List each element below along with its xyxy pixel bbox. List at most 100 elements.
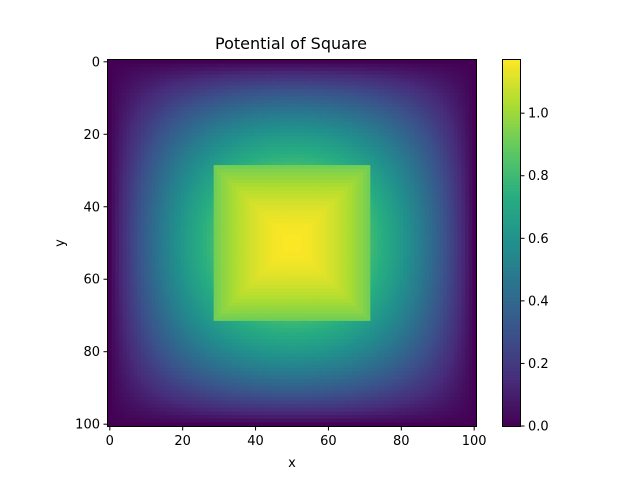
heatmap-cell: [264, 70, 269, 76]
heatmap-cell: [231, 208, 237, 213]
heatmap-cell: [137, 88, 142, 94]
heatmap-cell: [253, 60, 258, 65]
heatmap-cell: [348, 74, 353, 79]
heatmap-cell: [286, 96, 291, 101]
heatmap-cell: [118, 172, 124, 177]
heatmap-cell: [359, 215, 364, 221]
heatmap-cell: [421, 201, 426, 206]
heatmap-cell: [312, 103, 317, 108]
heatmap-cell: [129, 110, 135, 115]
heatmap-cell: [388, 190, 393, 195]
heatmap-cell: [472, 219, 477, 224]
heatmap-cell: [213, 63, 218, 68]
heatmap-cell: [220, 99, 226, 105]
heatmap-cell: [231, 67, 237, 72]
heatmap-cell: [312, 146, 317, 152]
heatmap-cell: [312, 186, 317, 192]
heatmap-cell: [151, 125, 156, 130]
heatmap-cell: [286, 226, 291, 231]
heatmap-cell: [417, 154, 422, 159]
heatmap-cell: [384, 139, 390, 144]
heatmap-cell: [428, 233, 433, 239]
heatmap-cell: [257, 201, 262, 206]
heatmap-cell: [199, 233, 204, 239]
heatmap-cell: [275, 67, 280, 72]
heatmap-cell: [166, 219, 171, 224]
heatmap-cell: [184, 74, 189, 79]
heatmap-cell: [457, 197, 463, 202]
heatmap-cell: [326, 215, 331, 221]
heatmap-cell: [115, 237, 120, 242]
heatmap-cell: [250, 63, 255, 68]
heatmap-cell: [169, 107, 175, 112]
heatmap-cell: [133, 233, 138, 239]
heatmap-cell: [224, 110, 229, 115]
heatmap-cell: [392, 208, 397, 213]
heatmap-cell: [177, 143, 182, 148]
heatmap-cell: [395, 172, 401, 177]
heatmap-cell: [432, 219, 437, 224]
heatmap-cell: [337, 179, 342, 184]
heatmap-cell: [122, 63, 127, 68]
heatmap-cell: [392, 107, 397, 112]
heatmap-cell: [293, 96, 299, 101]
heatmap-cell: [403, 183, 408, 188]
heatmap-cell: [184, 157, 189, 163]
heatmap-cell: [359, 136, 364, 141]
heatmap-cell: [293, 85, 299, 90]
heatmap-cell: [231, 219, 237, 224]
heatmap-cell: [446, 165, 452, 170]
heatmap-cell: [359, 219, 364, 224]
heatmap-cell: [337, 215, 342, 221]
heatmap-cell: [439, 63, 444, 68]
heatmap-cell: [381, 70, 386, 76]
heatmap-cell: [395, 60, 401, 65]
heatmap-cell: [403, 60, 408, 65]
heatmap-cell: [377, 81, 382, 86]
heatmap-cell: [217, 143, 222, 148]
heatmap-cell: [319, 60, 324, 65]
heatmap-cell: [177, 165, 182, 170]
heatmap-cell: [381, 165, 386, 170]
heatmap-cell: [191, 136, 197, 141]
heatmap-cell: [188, 226, 193, 231]
heatmap-cell: [414, 197, 419, 202]
heatmap-cell: [275, 136, 280, 141]
heatmap-cell: [246, 81, 251, 86]
heatmap-cell: [337, 85, 342, 90]
heatmap-cell: [421, 88, 426, 94]
heatmap-cell: [253, 204, 258, 210]
heatmap-cell: [450, 201, 455, 206]
heatmap-cell: [428, 212, 433, 217]
heatmap-cell: [395, 157, 401, 163]
heatmap-cell: [129, 183, 135, 188]
heatmap-cell: [457, 215, 463, 221]
heatmap-cell: [293, 165, 299, 170]
heatmap-cell: [406, 212, 412, 217]
heatmap-cell: [399, 201, 404, 206]
heatmap-cell: [293, 157, 299, 163]
heatmap-cell: [366, 125, 371, 130]
heatmap-cell: [304, 146, 309, 152]
heatmap-cell: [242, 172, 248, 177]
heatmap-cell: [235, 212, 240, 217]
heatmap-cell: [366, 150, 371, 155]
heatmap-cell: [279, 226, 284, 231]
heatmap-cell: [257, 85, 262, 90]
heatmap-cell: [159, 103, 164, 108]
heatmap-cell: [370, 190, 375, 195]
heatmap-cell: [454, 194, 459, 199]
heatmap-cell: [195, 179, 200, 184]
heatmap-cell: [210, 161, 215, 166]
heatmap-cell: [359, 208, 364, 213]
heatmap-cell: [355, 114, 361, 119]
heatmap-cell: [242, 88, 248, 94]
heatmap-cell: [319, 125, 324, 130]
heatmap-cell: [279, 67, 284, 72]
heatmap-cell: [202, 208, 207, 213]
heatmap-cell: [293, 168, 299, 173]
heatmap-cell: [148, 237, 153, 242]
heatmap-cell: [341, 103, 346, 108]
heatmap-cell: [330, 85, 335, 90]
heatmap-cell: [224, 85, 229, 90]
